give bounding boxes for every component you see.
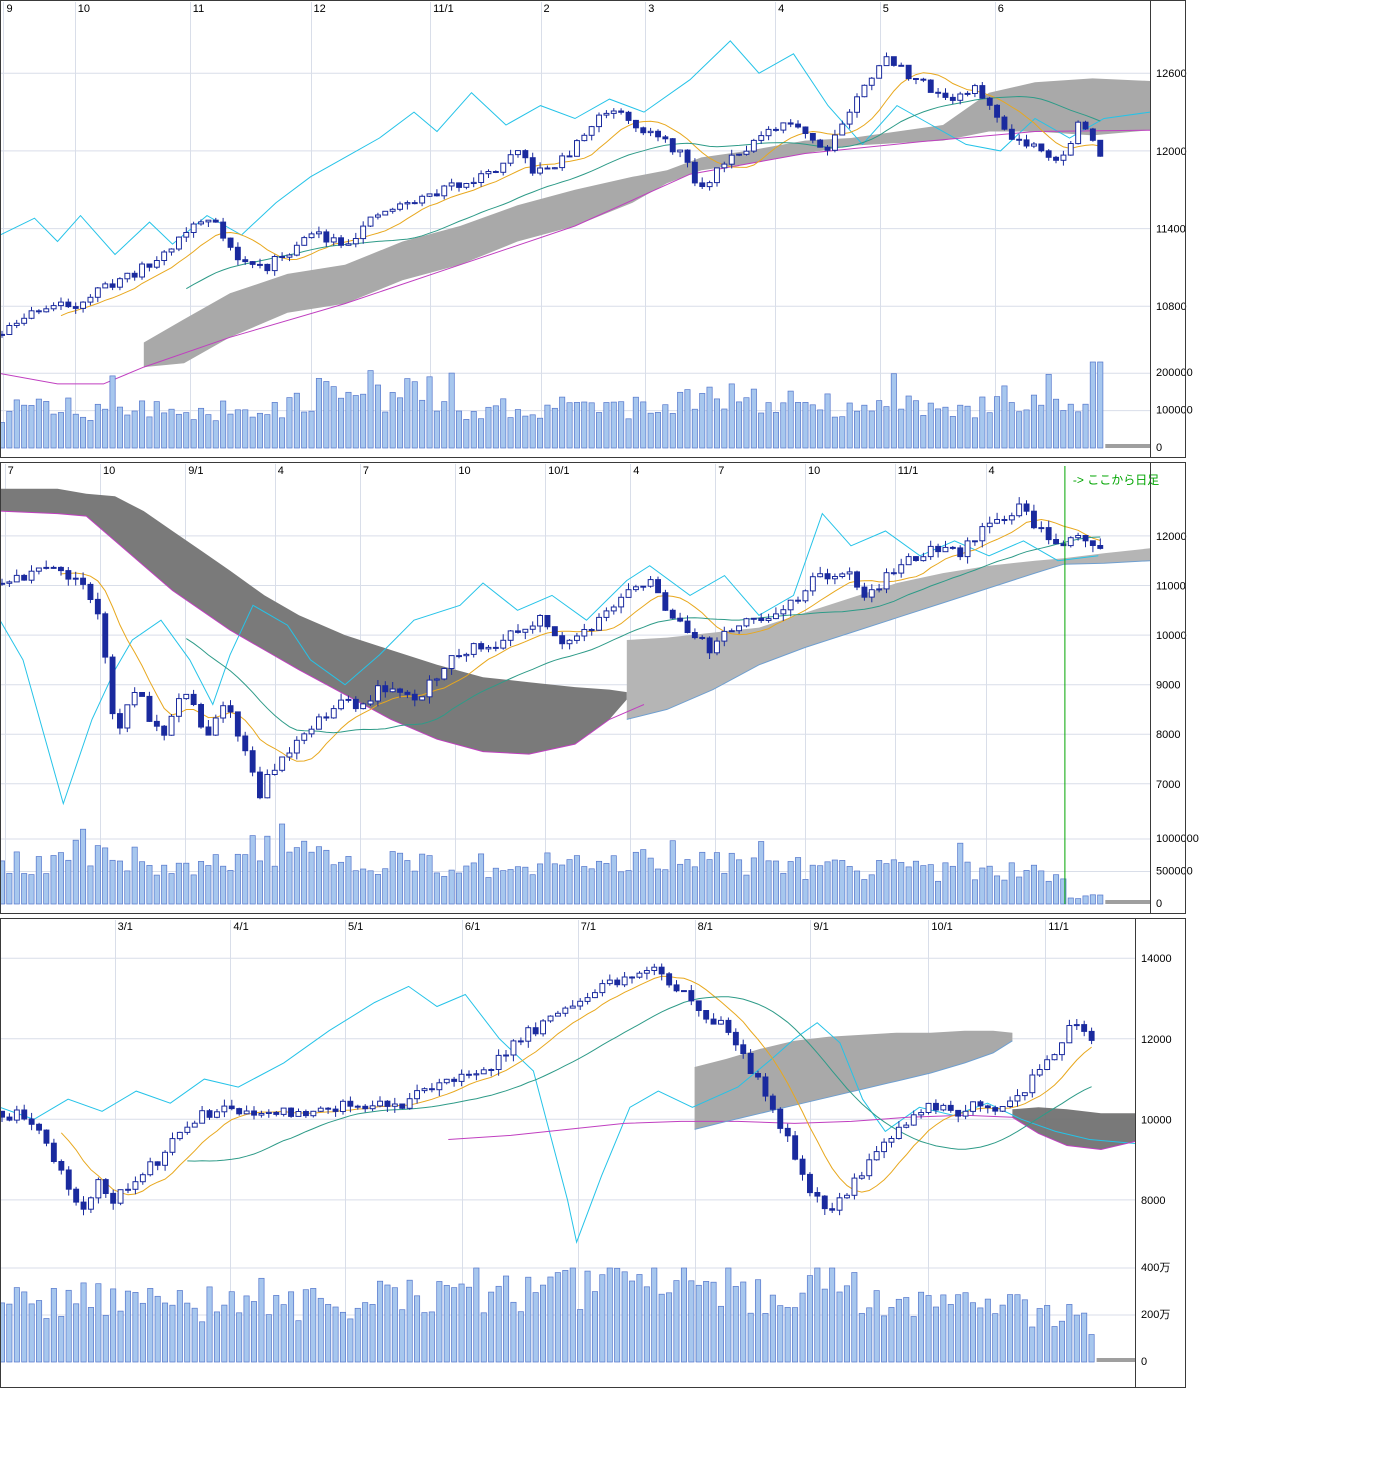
- cloud-lower-edge-line: [694, 1040, 1013, 1130]
- daily-from-here-annotation: -> ここから日足: [1073, 473, 1159, 487]
- x-axis-label: 4: [778, 3, 784, 15]
- candlestick-chart[interactable]: -> ここから日足 7 10 9/1 4 7 10 10/1 4 7 10 11/1 4 12000 110…: [0, 462, 1200, 914]
- candlestick-chart[interactable]: 3/1 4/1 5/1 6/1 7/1 8/1 9/1 10/1 11/1 14000 12000 1…: [0, 918, 1200, 1388]
- volume-layer: [0, 1267, 1095, 1363]
- orange-moving-average-line: [60, 518, 1101, 762]
- price-tick-label: 12000: [1156, 146, 1187, 158]
- price-tick-label: 7000: [1156, 779, 1180, 791]
- candles-layer: [0, 497, 1104, 800]
- volume-tick-label: 0: [1156, 898, 1162, 910]
- price-tick-label: 12000: [1156, 531, 1187, 543]
- volume-tick-label: 1000000: [1156, 833, 1199, 845]
- price-tick-label: 10800: [1156, 301, 1187, 313]
- x-axis-label: 4: [278, 465, 284, 477]
- x-axis-label: 10: [808, 465, 820, 477]
- cloud-lower-edge-line: [626, 560, 1151, 720]
- panel-border: [0, 0, 1186, 458]
- x-axis-label: 8/1: [698, 921, 713, 933]
- volume-tick-label: 500000: [1156, 866, 1193, 878]
- magenta-senkou-line: [0, 510, 645, 755]
- teal-moving-average-line: [187, 996, 1092, 1162]
- volume-tick-label: 200000: [1156, 367, 1193, 379]
- x-axis-label: 5: [883, 3, 889, 15]
- x-axis-label: 10: [103, 465, 115, 477]
- candles-layer: [0, 963, 1095, 1216]
- volume-zero-tail: [1105, 900, 1151, 904]
- x-axis-label: 10: [78, 3, 90, 15]
- price-tick-label: 8000: [1141, 1195, 1165, 1207]
- orange-moving-average-line: [60, 975, 1092, 1196]
- volume-tick-label: 0: [1141, 1356, 1147, 1368]
- price-tick-label: 12600: [1156, 68, 1187, 80]
- x-axis-label: 4/1: [233, 921, 248, 933]
- panel-border: [0, 918, 1186, 1388]
- price-tick-label: 10000: [1156, 630, 1187, 642]
- x-axis-label: 10/1: [548, 465, 569, 477]
- panel-border: [0, 462, 1186, 914]
- volume-tick-label: 200万: [1141, 1309, 1170, 1321]
- chart-background: [0, 462, 1200, 914]
- x-axis-label: 6: [998, 3, 1004, 15]
- chart-panel-daily-recent[interactable]: 9 10 11 12 11/1 2 3 4 5 6 12600 12000 11400 10800 2000…: [0, 0, 1392, 458]
- price-tick-label: 9000: [1156, 680, 1180, 692]
- volume-tick-label: 400万: [1141, 1262, 1170, 1274]
- volume-zero-tail: [1105, 444, 1151, 448]
- magenta-senkou-line: [0, 129, 1151, 385]
- cyan-index-overlay-line: [0, 40, 1151, 256]
- x-axis-label: 5/1: [348, 921, 363, 933]
- chart-panel-weekly-history[interactable]: -> ここから日足 7 10 9/1 4 7 10 10/1 4 7 10 11/1 4 12000 110…: [0, 462, 1392, 914]
- x-axis-label: 4: [989, 465, 995, 477]
- volume-tick-label: 100000: [1156, 405, 1193, 417]
- x-axis-label: 11/1: [898, 465, 919, 477]
- ichimoku-cloud: [143, 78, 1151, 368]
- x-axis-label: 12: [314, 3, 326, 15]
- x-axis-label: 7: [718, 465, 724, 477]
- x-axis-label: 11/1: [1048, 921, 1069, 933]
- volume-layer: [0, 361, 1104, 449]
- cyan-index-overlay-line: [0, 512, 1099, 806]
- x-axis-label: 6/1: [465, 921, 480, 933]
- x-axis-label: 7/1: [581, 921, 596, 933]
- candlestick-chart[interactable]: 9 10 11 12 11/1 2 3 4 5 6 12600 12000 11400 10800 2000…: [0, 0, 1200, 458]
- x-axis-label: 9/1: [813, 921, 828, 933]
- x-axis-label: 9: [7, 3, 13, 15]
- magenta-senkou-line: [448, 1114, 1136, 1151]
- chart-stack: 9 10 11 12 11/1 2 3 4 5 6 12600 12000 11400 10800 2000…: [0, 0, 1392, 1388]
- volume-layer: [0, 823, 1104, 905]
- price-tick-label: 8000: [1156, 729, 1180, 741]
- price-tick-label: 14000: [1141, 953, 1172, 965]
- x-axis-label: 2: [544, 3, 550, 15]
- price-tick-label: 11000: [1156, 581, 1186, 593]
- volume-zero-tail: [1096, 1358, 1135, 1362]
- x-axis-label: 10: [458, 465, 470, 477]
- x-axis-label: 7: [363, 465, 369, 477]
- x-axis-label: 3: [648, 3, 654, 15]
- x-axis-label: 4: [633, 465, 639, 477]
- chart-panel-daily-previous[interactable]: 3/1 4/1 5/1 6/1 7/1 8/1 9/1 10/1 11/1 14000 12000 1…: [0, 918, 1392, 1388]
- x-axis-label: 9/1: [188, 465, 203, 477]
- candles-layer: [0, 52, 1104, 338]
- x-axis-label: 3/1: [118, 921, 133, 933]
- price-tick-label: 12000: [1141, 1034, 1172, 1046]
- x-axis-label: 10/1: [931, 921, 952, 933]
- price-tick-label: 11400: [1156, 224, 1186, 236]
- ichimoku-cloud: [1012, 1107, 1135, 1150]
- x-axis-label: 7: [8, 465, 14, 477]
- price-tick-label: 10000: [1141, 1114, 1172, 1126]
- orange-moving-average-line: [60, 72, 1101, 317]
- volume-tick-label: 0: [1156, 442, 1162, 454]
- cyan-index-overlay-line: [0, 985, 1136, 1244]
- x-axis-label: 11: [193, 3, 204, 15]
- x-axis-label: 11/1: [433, 3, 454, 15]
- teal-moving-average-line: [186, 536, 1101, 734]
- ichimoku-cloud: [0, 488, 627, 755]
